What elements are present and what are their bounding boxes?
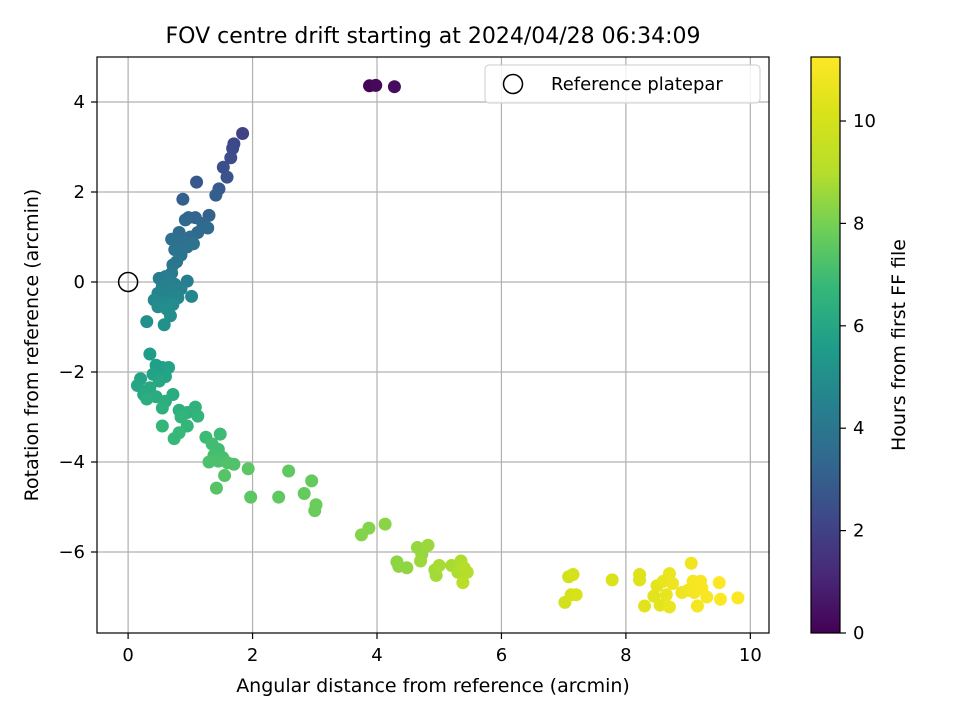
data-point	[227, 457, 241, 471]
data-point	[209, 188, 223, 202]
data-point	[191, 409, 205, 423]
data-point	[569, 588, 583, 602]
data-point	[143, 347, 157, 361]
colorbar-tick-label: 6	[853, 316, 864, 337]
data-point	[152, 374, 166, 388]
data-point	[185, 289, 199, 303]
data-point	[700, 590, 714, 604]
data-point	[244, 490, 258, 504]
y-tick-label: 0	[74, 272, 85, 293]
colorbar-gradient	[810, 56, 841, 634]
x-tick-label: 0	[122, 645, 133, 666]
data-point	[460, 565, 474, 579]
y-tick-label: −4	[58, 452, 85, 473]
legend: Reference platepar	[484, 64, 761, 104]
data-point	[421, 538, 435, 552]
colorbar-tick-label: 10	[853, 111, 876, 132]
x-axis-label: Angular distance from reference (arcmin)	[236, 675, 630, 697]
data-point	[432, 559, 446, 572]
data-point	[638, 599, 652, 613]
colorbar-ticks: 0 2 4 6 8 10	[840, 111, 876, 644]
y-tick-label: −2	[58, 362, 85, 383]
y-axis-label: Rotation from reference (arcmin)	[21, 189, 43, 502]
data-point	[731, 591, 745, 605]
data-point	[712, 576, 726, 590]
data-point	[176, 192, 190, 206]
data-point	[662, 600, 676, 614]
grid-lines	[97, 57, 769, 633]
data-point	[662, 567, 676, 581]
data-point	[201, 221, 215, 235]
chart-title: FOV centre drift starting at 2024/04/28 …	[166, 24, 701, 49]
data-point	[178, 213, 192, 227]
data-point	[213, 427, 227, 441]
legend-box	[484, 64, 761, 104]
data-point	[305, 474, 319, 488]
data-point	[216, 160, 230, 174]
data-point	[236, 127, 250, 140]
x-tick-label: 10	[739, 645, 762, 666]
data-point	[429, 568, 443, 582]
y-tick-label: 4	[74, 92, 85, 113]
reference-platepar-marker	[117, 271, 139, 293]
data-point	[155, 401, 169, 415]
data-point	[218, 469, 232, 482]
data-point	[387, 80, 401, 94]
data-point	[690, 599, 704, 613]
data-point	[241, 462, 255, 476]
data-point	[666, 577, 680, 590]
data-point	[308, 504, 322, 518]
x-tick-label: 2	[247, 645, 258, 666]
y-tick-label: −6	[58, 542, 85, 563]
data-point	[362, 521, 376, 535]
colorbar-tick-label: 8	[853, 213, 864, 234]
data-point	[684, 556, 698, 570]
data-point	[659, 588, 673, 602]
legend-marker-icon	[502, 73, 524, 95]
x-tick-label: 4	[371, 645, 382, 666]
data-point	[605, 573, 619, 587]
data-point	[155, 419, 169, 433]
data-point	[209, 481, 223, 495]
data-point	[140, 315, 154, 329]
data-point	[713, 592, 727, 606]
data-point	[272, 490, 286, 504]
data-point	[140, 392, 154, 406]
colorbar-tick-label: 4	[853, 418, 864, 439]
y-axis-ticks: −6 −4 −2 0 2 4	[58, 92, 97, 563]
data-point	[369, 78, 383, 92]
data-point	[378, 517, 392, 531]
colorbar: 0 2 4 6 8 10 Hours from first FF file	[810, 56, 910, 644]
x-tick-label: 6	[496, 645, 507, 666]
y-tick-label: 2	[74, 182, 85, 203]
data-point	[165, 232, 179, 246]
colorbar-label: Hours from first FF file	[888, 239, 910, 451]
data-point	[220, 170, 234, 184]
data-point	[167, 432, 181, 446]
plot-frame	[96, 56, 770, 634]
data-point	[297, 487, 311, 500]
data-points	[130, 78, 745, 614]
colorbar-tick-label: 2	[853, 521, 864, 542]
x-axis-ticks: 0 2 4 6 8 10	[122, 633, 762, 666]
data-point	[414, 554, 428, 568]
data-point	[400, 561, 414, 575]
legend-entry-label: Reference platepar	[551, 74, 723, 95]
data-point	[190, 175, 204, 189]
data-point	[456, 576, 470, 590]
data-point	[157, 318, 171, 332]
data-point	[224, 151, 238, 165]
data-point	[566, 568, 580, 581]
data-point	[202, 455, 216, 469]
x-tick-label: 8	[620, 645, 631, 666]
data-point	[282, 464, 296, 478]
data-point	[633, 573, 647, 587]
colorbar-tick-label: 0	[853, 623, 864, 644]
